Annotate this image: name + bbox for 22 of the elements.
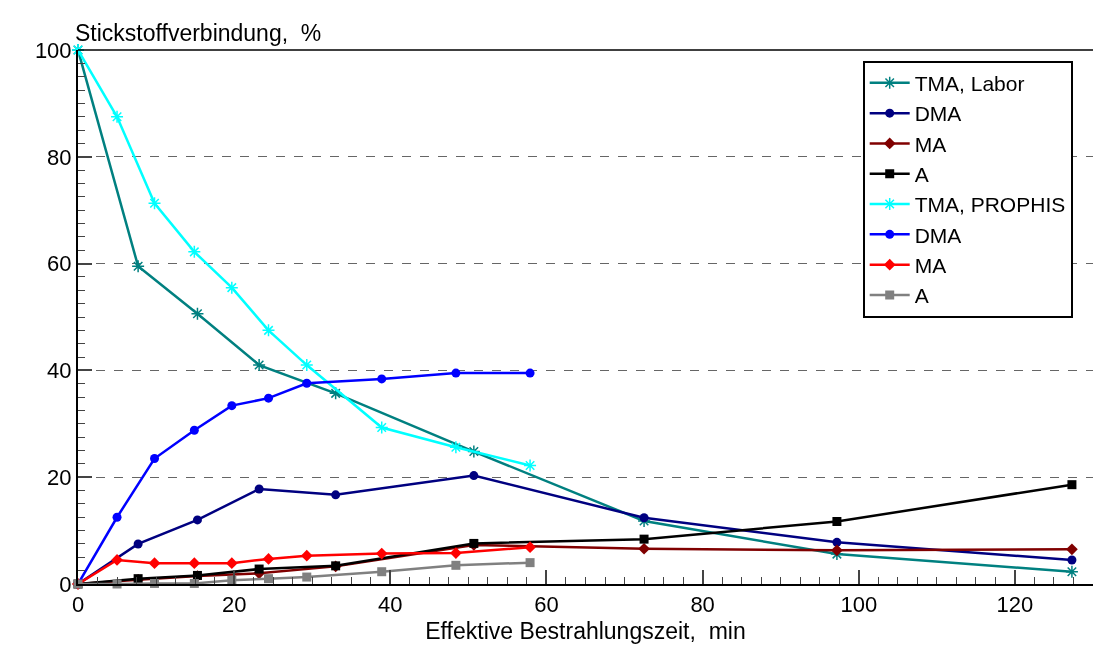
legend-label: TMA, PROPHIS	[914, 193, 1066, 217]
x-tick-label: 120	[996, 592, 1034, 618]
y-tick-label: 80	[47, 144, 72, 170]
x-tick-label: 60	[534, 592, 559, 618]
x-tick-label: 80	[690, 592, 715, 618]
y-axis-title: Stickstoffverbindung, %	[75, 20, 322, 46]
legend-label: A	[914, 162, 929, 186]
legend-label: A	[914, 284, 929, 308]
x-tick-label: 20	[221, 592, 247, 618]
legend-label: DMA	[914, 223, 962, 247]
legend-label: MA	[914, 253, 947, 277]
legend-label: DMA	[914, 102, 962, 126]
x-tick-label: 40	[378, 592, 403, 618]
y-tick-label: 60	[47, 251, 72, 277]
legend-label: TMA, Labor	[914, 72, 1025, 96]
legend-label: MA	[914, 132, 947, 156]
x-tick-label: 100	[840, 592, 878, 618]
y-tick-label: 100	[34, 37, 72, 63]
y-tick-label: 20	[47, 464, 72, 490]
x-axis-title: Effektive Bestrahlungszeit, min	[425, 617, 746, 644]
y-tick-label: 0	[59, 571, 72, 597]
y-tick-label: 40	[47, 358, 72, 384]
